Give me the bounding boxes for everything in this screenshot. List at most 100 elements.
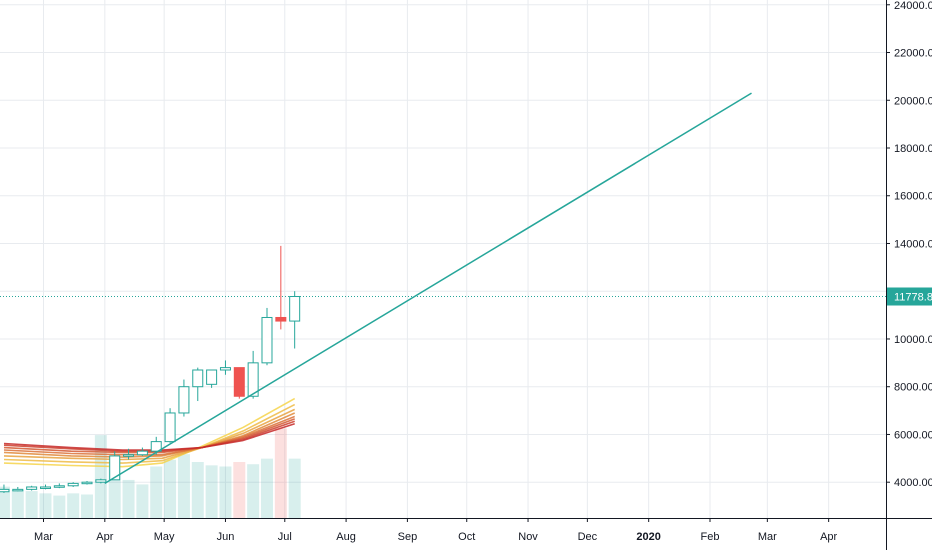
candle-body [109,455,121,481]
candle [12,486,24,492]
candle-body [247,362,259,397]
volume-bar [247,464,260,518]
candle [0,484,10,493]
volume-bar [233,462,246,518]
volume-bar [94,435,107,518]
candle [164,408,176,443]
time-tick-label: Apr [96,531,113,543]
price-tick-label: 6000.00 [894,429,932,441]
volume-bar [177,454,190,518]
candle-body [123,454,135,457]
volume-bar [205,465,218,518]
volume-bar [0,486,10,518]
candle-body [261,316,273,364]
candle [206,369,218,388]
candle-body [150,441,162,452]
time-axis[interactable]: Mar Apr May Jun Jul Aug Sep Oct Nov Dec 2020 Feb Mar… [34,518,838,543]
volume-bars [0,428,301,518]
candle [219,360,231,375]
candle [53,483,65,489]
candle-body [233,367,245,397]
candle [178,379,190,417]
time-tick-label: Jul [278,531,292,543]
time-tick-label: Aug [336,531,356,543]
price-tick-label: 16000.00 [894,191,932,203]
volume-bar [260,458,273,518]
price-tick-label: 18000.00 [894,143,932,155]
candle-body [136,450,148,456]
candle-body [12,488,24,492]
time-tick-label: Oct [458,531,475,543]
candle-body [81,481,93,485]
volume-bar [219,466,232,518]
time-tick-label: Dec [578,531,598,543]
price-tick-label: 14000.00 [894,238,932,250]
trendline[interactable] [104,92,752,485]
candle [67,482,79,487]
time-tick-label: Apr [820,531,837,543]
volume-bar [164,459,177,518]
candle [39,484,51,490]
candle [81,481,93,485]
candle [275,245,287,330]
candle-body [26,486,38,490]
candle-body [164,412,176,443]
candle-body [95,479,107,483]
ma-ribbon-line [3,412,296,458]
candle [95,478,107,484]
volume-bar [150,466,163,518]
volume-bar [122,479,135,518]
time-tick-label: Mar [34,531,53,543]
price-tick-label: 10000.00 [894,334,932,346]
ma-ribbon-line [3,415,295,456]
volume-bar [288,458,301,518]
time-tick-label: Sep [398,531,418,543]
price-tick-label: 24000.00 [894,0,932,12]
ma-ribbon-line [3,397,296,468]
candle-body [67,482,79,487]
time-tick-label: Nov [518,531,538,543]
last-price-marker: 11778.84 [0,287,932,306]
ma-ribbon-line [3,418,295,454]
candle [192,367,204,402]
candle [289,291,301,349]
volume-bar [136,484,149,518]
candle [26,485,38,491]
volume-bar [191,462,204,518]
volume-bar [11,490,24,518]
candle [261,307,273,366]
candle [247,350,259,399]
candle-body [206,369,218,385]
candle [136,447,148,456]
candle [109,451,121,481]
last-price-tag [887,287,932,306]
price-tick-label: 22000.00 [894,48,932,60]
candle-body [275,316,287,322]
candle-body [0,488,10,493]
grid [0,0,886,518]
candle-body [289,296,301,322]
price-tick-label: 4000.00 [894,477,932,489]
candle-body [178,386,190,414]
candle-body [53,485,65,488]
ma-ribbon-line [3,403,296,464]
time-tick-label: Mar [758,531,777,543]
price-axis[interactable]: 4000.006000.008000.0010000.0012000.00140… [886,0,932,489]
price-tick-label: 8000.00 [894,382,932,394]
candle [233,367,245,399]
candle-body [39,486,51,489]
candle [123,448,135,460]
last-price-label: 11778.84 [894,292,932,304]
time-tick-label: Jun [217,531,235,543]
volume-bar [53,495,66,518]
volume-bar [25,491,38,518]
volume-bar [39,493,52,518]
trendline-group[interactable] [104,92,752,485]
ma-ribbon [3,397,296,468]
candle-body [192,369,204,388]
volume-bar [81,494,94,518]
candle-body [219,367,231,371]
volume-bar [274,428,287,518]
